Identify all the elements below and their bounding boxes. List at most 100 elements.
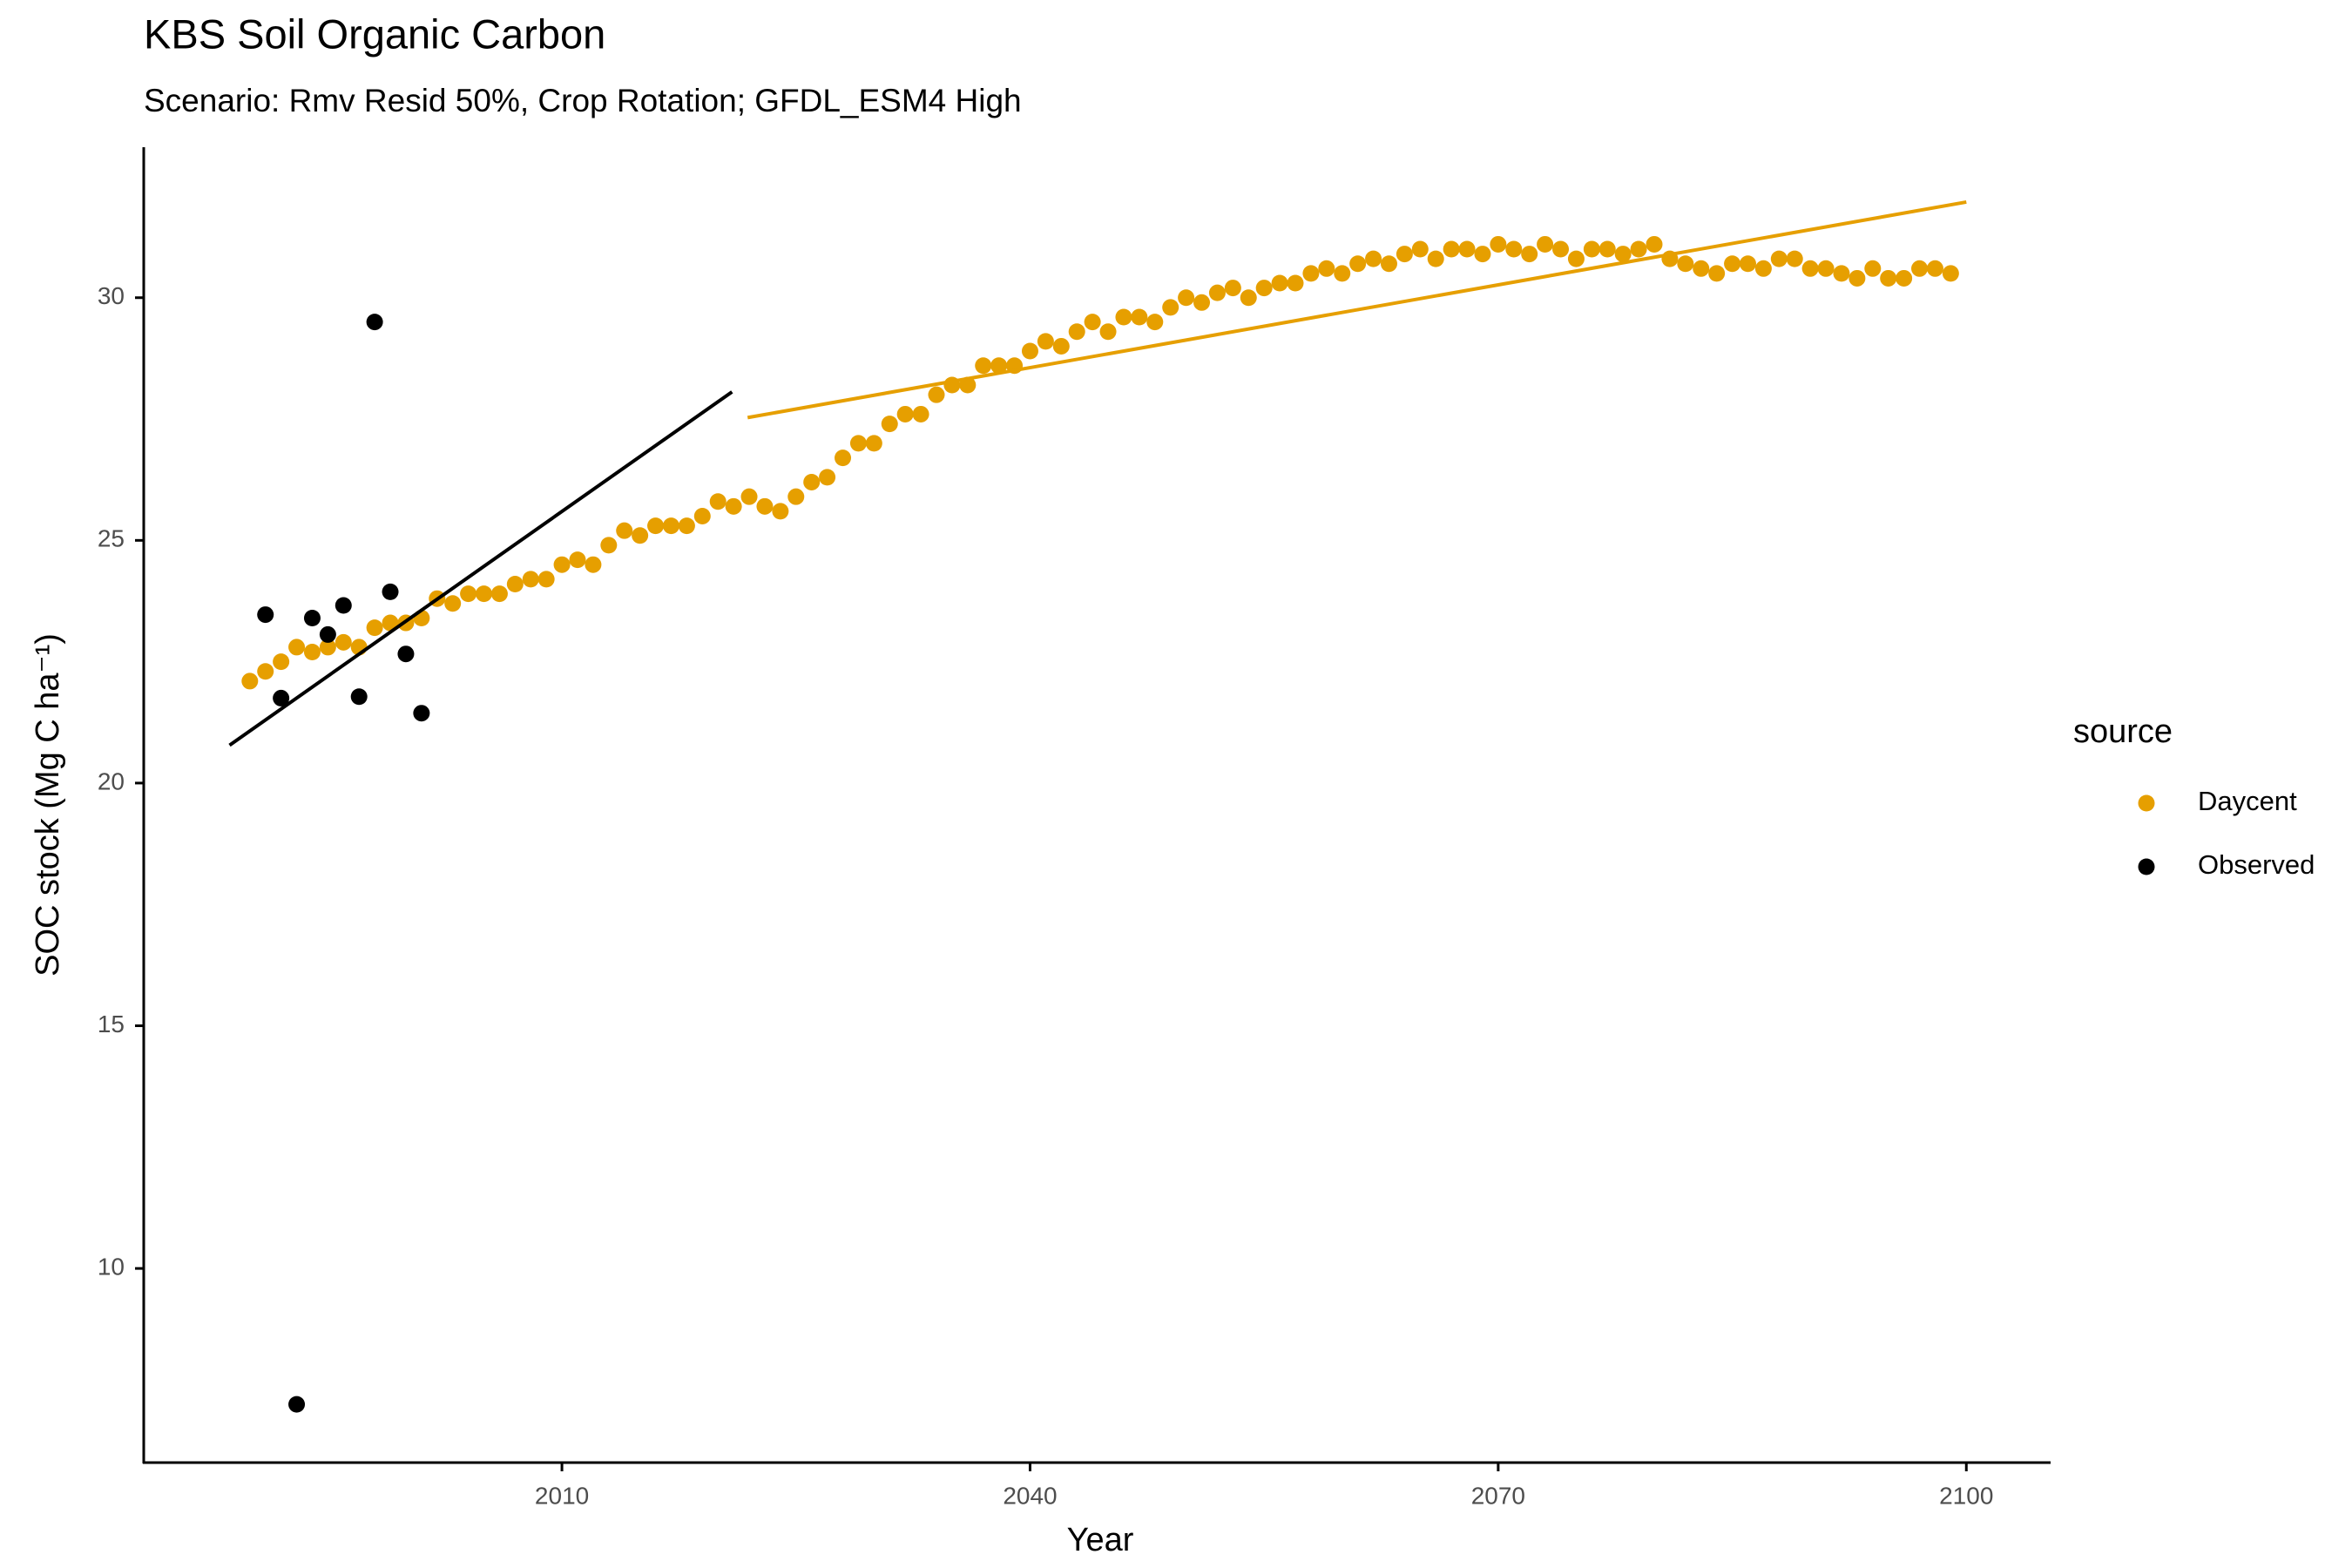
data-point bbox=[1614, 246, 1632, 263]
data-point bbox=[303, 643, 321, 660]
data-point bbox=[881, 416, 898, 433]
data-point bbox=[1255, 280, 1273, 297]
data-point bbox=[537, 571, 555, 588]
data-point bbox=[693, 507, 711, 524]
data-point bbox=[382, 583, 399, 600]
data-point bbox=[1193, 294, 1211, 311]
data-point bbox=[787, 488, 805, 505]
data-point bbox=[1583, 240, 1600, 258]
data-point bbox=[1318, 260, 1335, 277]
data-point bbox=[1817, 260, 1835, 277]
data-point bbox=[896, 405, 914, 422]
data-point bbox=[335, 633, 352, 651]
data-point bbox=[1942, 265, 1959, 282]
x-tick-label: 2070 bbox=[1471, 1482, 1525, 1509]
data-point bbox=[678, 517, 695, 535]
data-point bbox=[756, 497, 774, 515]
x-tick-label: 2010 bbox=[535, 1482, 589, 1509]
data-point bbox=[1911, 260, 1929, 277]
data-point bbox=[772, 503, 789, 520]
legend-label: Daycent bbox=[2198, 786, 2297, 816]
data-point bbox=[1864, 260, 1882, 277]
data-point bbox=[740, 488, 758, 505]
chart-title: KBS Soil Organic Carbon bbox=[144, 10, 605, 57]
data-point bbox=[725, 497, 742, 515]
data-point bbox=[632, 527, 649, 544]
data-point bbox=[1084, 314, 1101, 331]
data-point bbox=[490, 585, 508, 603]
data-point bbox=[1786, 250, 1803, 267]
data-point bbox=[1052, 337, 1070, 355]
data-point bbox=[413, 705, 430, 722]
data-point bbox=[803, 473, 821, 490]
data-point bbox=[460, 585, 477, 603]
data-point bbox=[1365, 250, 1382, 267]
data-point bbox=[506, 575, 524, 592]
data-point bbox=[1833, 265, 1850, 282]
data-point bbox=[585, 556, 602, 573]
data-point bbox=[273, 653, 290, 671]
x-tick-label: 2100 bbox=[1939, 1482, 1993, 1509]
data-point bbox=[273, 689, 290, 706]
data-point bbox=[849, 435, 867, 452]
data-point bbox=[382, 614, 399, 632]
legend-marker bbox=[2138, 794, 2155, 812]
data-point bbox=[476, 585, 493, 603]
trend-line bbox=[228, 390, 733, 747]
y-tick-label: 15 bbox=[98, 1010, 125, 1037]
data-point bbox=[1724, 255, 1741, 273]
data-point bbox=[1411, 240, 1429, 258]
data-point bbox=[1537, 235, 1554, 253]
data-point bbox=[335, 597, 352, 614]
data-point bbox=[1178, 289, 1195, 307]
data-point bbox=[303, 609, 321, 626]
data-point bbox=[1146, 314, 1164, 331]
y-tick-label: 10 bbox=[98, 1254, 125, 1281]
data-point bbox=[819, 469, 836, 486]
data-point bbox=[1677, 255, 1694, 273]
data-point bbox=[1099, 323, 1117, 341]
data-point bbox=[319, 639, 336, 656]
x-tick-label: 2040 bbox=[1003, 1482, 1057, 1509]
data-point bbox=[522, 571, 539, 588]
data-point bbox=[1162, 299, 1179, 316]
chart-subtitle: Scenario: Rmv Resid 50%, Crop Rotation; … bbox=[144, 83, 1022, 118]
data-point bbox=[647, 517, 665, 535]
data-point bbox=[928, 386, 945, 403]
data-point bbox=[1708, 265, 1726, 282]
data-point bbox=[1380, 255, 1397, 273]
data-point bbox=[444, 595, 462, 612]
data-point bbox=[1271, 274, 1288, 292]
y-tick-label: 20 bbox=[98, 767, 125, 794]
legend-title: source bbox=[2073, 713, 2173, 750]
data-point bbox=[616, 522, 633, 539]
data-point bbox=[1552, 240, 1570, 258]
data-point bbox=[1334, 265, 1351, 282]
y-tick-label: 25 bbox=[98, 525, 125, 552]
data-point bbox=[1801, 260, 1819, 277]
data-point bbox=[1770, 250, 1788, 267]
data-point bbox=[835, 449, 852, 467]
data-point bbox=[1848, 269, 1866, 287]
data-point bbox=[865, 435, 882, 452]
data-point bbox=[257, 663, 274, 680]
data-point bbox=[257, 606, 274, 624]
data-point bbox=[288, 1396, 306, 1413]
data-point bbox=[990, 357, 1008, 375]
data-point bbox=[1880, 269, 1897, 287]
data-point bbox=[569, 551, 586, 569]
data-point bbox=[1443, 240, 1460, 258]
data-point bbox=[1037, 333, 1054, 350]
data-point bbox=[241, 672, 259, 690]
data-point bbox=[1521, 246, 1538, 263]
data-point bbox=[319, 625, 336, 643]
data-point bbox=[1490, 235, 1507, 253]
data-point bbox=[1427, 250, 1444, 267]
data-point bbox=[397, 645, 415, 663]
data-point bbox=[1474, 246, 1491, 263]
data-point bbox=[1208, 284, 1226, 301]
data-point bbox=[600, 537, 618, 554]
data-point bbox=[553, 556, 571, 573]
data-point bbox=[1598, 240, 1616, 258]
